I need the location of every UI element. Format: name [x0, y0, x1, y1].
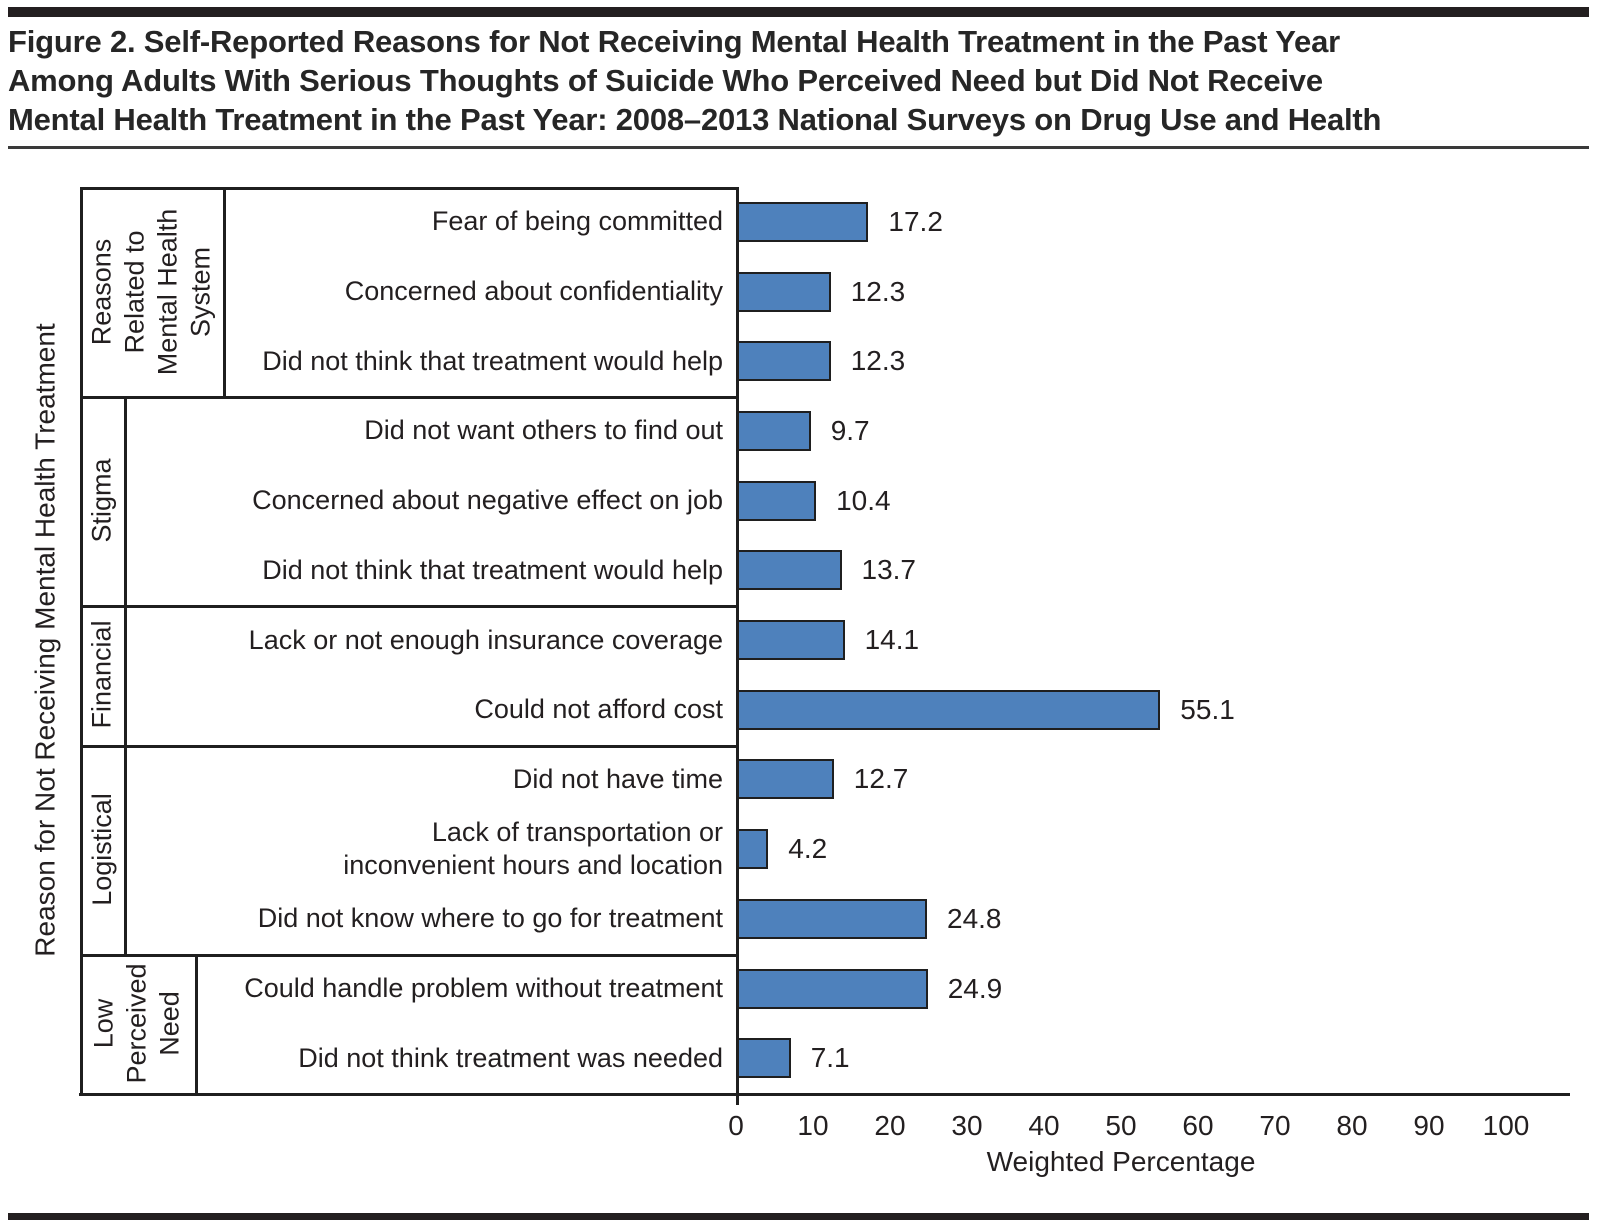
- category-label: Did not have time: [512, 763, 723, 794]
- y-axis-title-text: Reason for Not Receiving Mental Health T…: [29, 323, 61, 957]
- group-box-top-line: [80, 744, 739, 748]
- zero-baseline: [736, 187, 739, 1105]
- category-label: Did not think that treatment would help: [262, 345, 723, 376]
- bar: [736, 410, 811, 451]
- title-divider-rule: [8, 146, 1589, 149]
- bar: [736, 968, 928, 1009]
- category-label: Did not think that treatment would help: [262, 554, 723, 585]
- group-divider-line: [124, 744, 127, 954]
- x-tick-label: 10: [797, 1110, 829, 1141]
- x-axis-line: [79, 1093, 1570, 1096]
- bar: [736, 620, 845, 660]
- bar: [736, 829, 769, 870]
- bar: [736, 1038, 791, 1079]
- value-label: 24.9: [947, 972, 1003, 1004]
- group-divider-line: [124, 605, 127, 745]
- value-label: 12.7: [853, 763, 909, 795]
- category-label: Did not know where to go for treatment: [257, 903, 723, 934]
- top-border-bar: [8, 7, 1589, 17]
- x-tick-label: 0: [728, 1110, 744, 1141]
- category-label: Lack of transportation or inconvenient h…: [343, 817, 723, 881]
- bar: [736, 271, 831, 312]
- x-tick-label: 20: [874, 1110, 906, 1141]
- value-label: 12.3: [850, 345, 906, 377]
- plot-left-line: [80, 187, 83, 1093]
- figure-title-line-1: Figure 2. Self-Reported Reasons for Not …: [8, 24, 1340, 59]
- figure-title-line-2: Among Adults With Serious Thoughts of Su…: [8, 63, 1323, 98]
- category-label: Concerned about confidentiality: [344, 276, 723, 306]
- group-box-top-line: [80, 187, 739, 190]
- value-label: 4.2: [788, 833, 828, 865]
- value-label: 12.3: [850, 275, 906, 307]
- bar: [736, 898, 927, 939]
- group-box-top-line: [80, 396, 739, 400]
- bar: [736, 759, 834, 800]
- group-box-top-line: [80, 953, 739, 957]
- group-label-text: Stigma: [86, 458, 117, 543]
- group-label-text: Logistical: [86, 792, 117, 906]
- x-tick-label: 70: [1259, 1110, 1291, 1141]
- bottom-border-bar: [8, 1213, 1589, 1220]
- figure-title: Figure 2. Self-Reported Reasons for Not …: [8, 22, 1568, 139]
- group-divider-line: [124, 396, 127, 606]
- value-label: 7.1: [810, 1042, 850, 1074]
- x-tick-label: 80: [1336, 1110, 1368, 1141]
- category-label: Fear of being committed: [431, 206, 723, 237]
- bar: [736, 689, 1161, 730]
- bar: [736, 341, 831, 382]
- group-box-top-line: [80, 605, 739, 609]
- value-label: 17.2: [888, 205, 943, 237]
- category-label: Did not think treatment was needed: [298, 1042, 723, 1073]
- category-label: Concerned about negative effect on job: [252, 485, 723, 516]
- figure-title-line-3: Mental Health Treatment in the Past Year…: [8, 102, 1382, 137]
- x-tick-label: 30: [951, 1110, 983, 1141]
- value-label: 13.7: [861, 554, 917, 586]
- bar: [736, 480, 817, 521]
- category-label: Did not want others to find out: [364, 415, 723, 446]
- group-divider-line: [223, 187, 226, 397]
- x-tick-label: 40: [1028, 1110, 1060, 1141]
- x-tick-label: 60: [1182, 1110, 1214, 1141]
- group-divider-line: [195, 953, 198, 1093]
- x-tick-label: 100: [1482, 1110, 1530, 1141]
- group-label-text: Financial: [86, 620, 117, 729]
- x-tick-label: 90: [1413, 1110, 1445, 1141]
- value-label: 55.1: [1180, 693, 1235, 725]
- category-label: Could not afford cost: [474, 694, 723, 725]
- bar: [736, 201, 869, 242]
- category-label: Could handle problem without treatment: [244, 973, 723, 1003]
- x-tick-label: 50: [1105, 1110, 1137, 1141]
- value-label: 10.4: [836, 484, 891, 516]
- x-axis-title: Weighted Percentage: [986, 1146, 1256, 1177]
- bar: [736, 550, 842, 591]
- value-label: 24.8: [947, 902, 1002, 934]
- value-label: 14.1: [864, 624, 920, 655]
- category-label: Lack or not enough insurance coverage: [248, 624, 723, 655]
- value-label: 9.7: [830, 414, 870, 446]
